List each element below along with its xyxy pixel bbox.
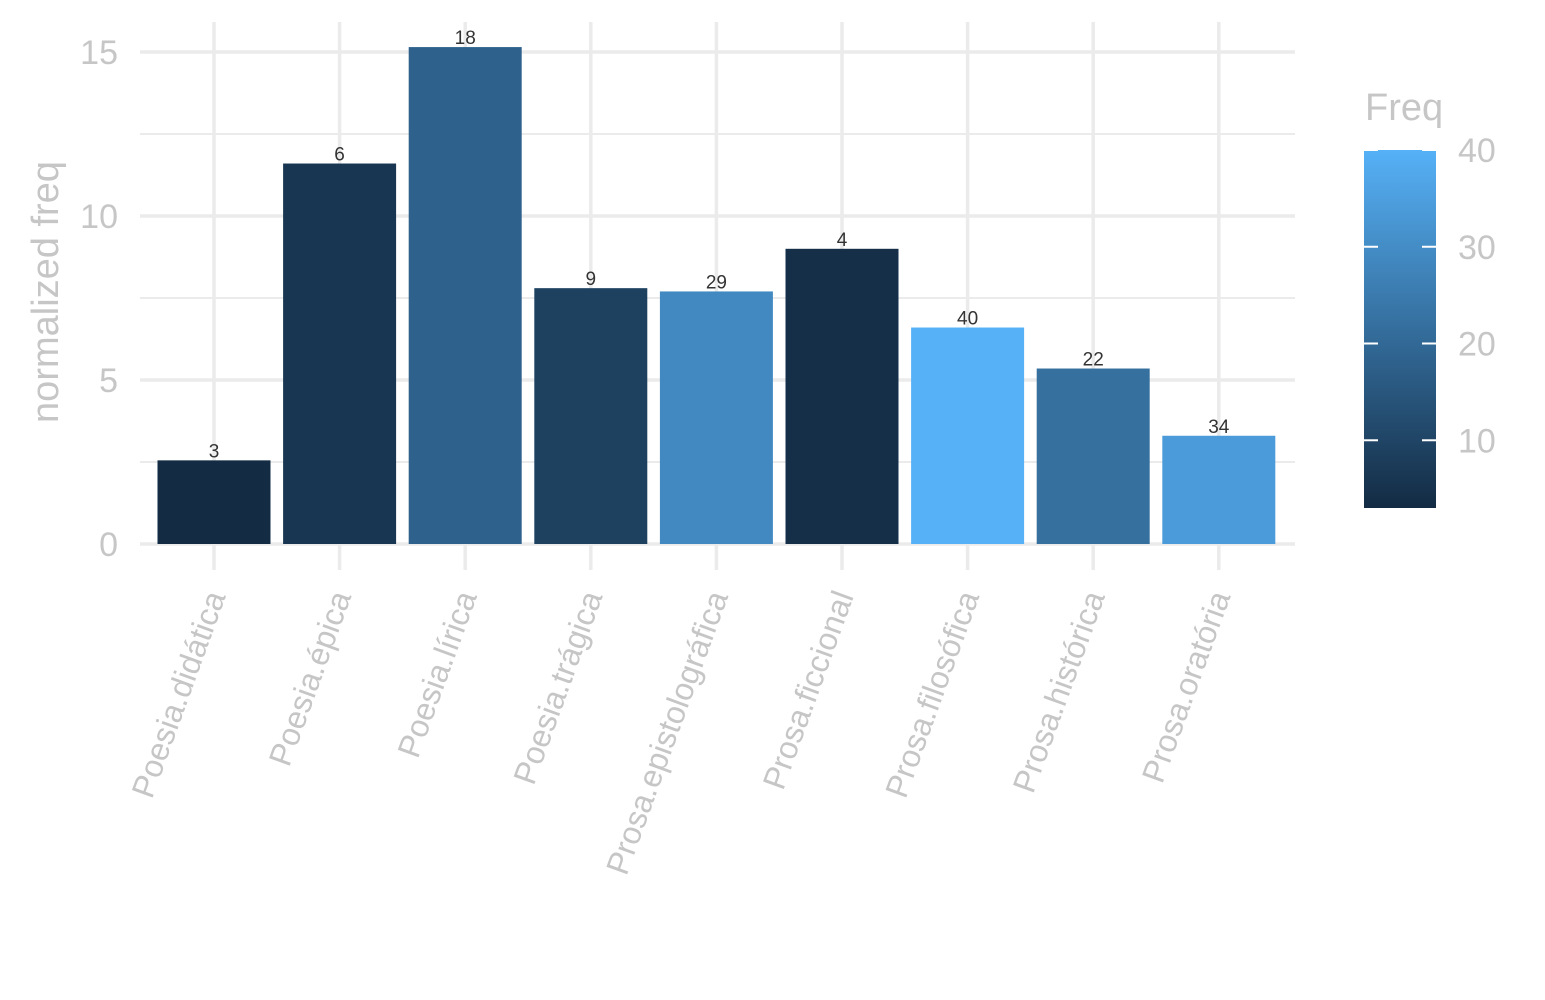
x-tick-label: Prosa.oratória <box>1135 586 1238 787</box>
y-tick-label: 5 <box>99 362 118 400</box>
legend-tick-label: 30 <box>1458 229 1496 267</box>
legend-title: Freq <box>1365 87 1443 129</box>
bar <box>911 327 1025 544</box>
bar-value-label: 40 <box>957 309 978 330</box>
x-tick-labels: Poesia.didática Poesia.épica Poesia.lírica… <box>125 586 1238 879</box>
bar <box>408 47 522 544</box>
bar <box>534 288 648 544</box>
bar-value-label: 6 <box>334 145 345 166</box>
bar-value-label: 29 <box>706 272 727 293</box>
legend-tick-label: 10 <box>1458 422 1496 460</box>
bar-value-label: 4 <box>837 230 848 251</box>
x-tick-label: Poesia.trágica <box>506 586 609 789</box>
y-tick-label: 10 <box>80 198 118 236</box>
bar-value-label: 18 <box>455 28 476 49</box>
legend-tick-label: 40 <box>1458 132 1496 170</box>
bar <box>1162 435 1276 544</box>
bar-value-label: 9 <box>586 269 597 290</box>
legend-colorbar <box>1364 150 1436 508</box>
y-tick-labels: 0 5 10 15 <box>80 34 118 564</box>
y-tick-label: 15 <box>80 34 118 72</box>
bar-value-labels: 3 6 18 9 29 4 40 22 34 <box>209 28 1230 462</box>
x-tick-label: Poesia.lírica <box>390 586 484 762</box>
bars <box>157 47 1276 545</box>
bar-value-label: 22 <box>1083 350 1104 371</box>
x-tick-label: Prosa.filosófica <box>878 586 986 802</box>
legend-tick-label: 20 <box>1458 326 1496 364</box>
color-legend: Freq 10 20 30 40 <box>1364 87 1496 508</box>
bar-value-label: 3 <box>209 441 220 462</box>
bar <box>785 248 899 545</box>
bar-value-label: 34 <box>1208 417 1230 438</box>
bar <box>1036 368 1150 544</box>
y-tick-label: 0 <box>99 526 118 564</box>
x-tick-label: Prosa.histórica <box>1006 586 1112 797</box>
x-tick-label: Poesia.didática <box>125 586 233 802</box>
x-tick-label: Prosa.epistolográfica <box>599 586 735 879</box>
y-axis-title: normalized freq <box>25 161 67 423</box>
x-tick-label: Poesia.épica <box>262 586 359 771</box>
bar <box>157 460 271 544</box>
bar <box>659 291 773 544</box>
legend-ticks: 10 20 30 40 <box>1364 132 1496 460</box>
bar <box>283 163 397 544</box>
x-tick-label: Prosa.ficcional <box>756 586 861 794</box>
